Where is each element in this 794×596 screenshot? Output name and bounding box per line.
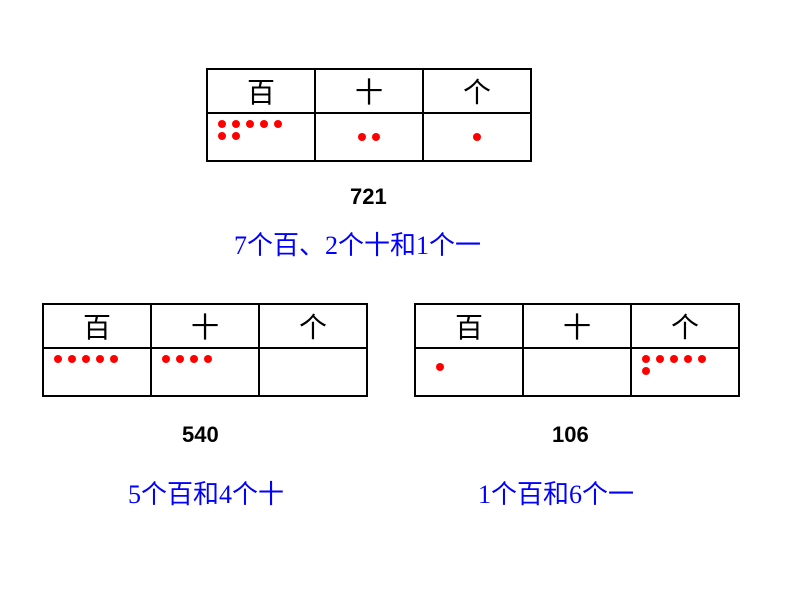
dot [436, 363, 444, 371]
place-header: 个 [423, 69, 531, 113]
place-value-table: 百十个 [414, 303, 740, 397]
description-text: 7个百、2个十和1个一 [234, 225, 481, 262]
dot [358, 133, 366, 141]
dots-cell [315, 113, 423, 161]
dots-cell [43, 348, 151, 396]
number-label: 106 [552, 422, 589, 448]
dots-cell [423, 113, 531, 161]
dots-cell [151, 348, 259, 396]
dot [232, 132, 240, 140]
dots-cell [631, 348, 739, 396]
number-label: 540 [182, 422, 219, 448]
dot [176, 355, 184, 363]
dot [110, 355, 118, 363]
dots-cell [259, 348, 367, 396]
dots-cell [207, 113, 315, 161]
dot [274, 120, 282, 128]
dots-cell [523, 348, 631, 396]
dot [473, 133, 481, 141]
dot [670, 355, 678, 363]
description-text: 1个百和6个一 [478, 474, 634, 511]
dot [246, 120, 254, 128]
place-header: 个 [259, 304, 367, 348]
place-header: 十 [151, 304, 259, 348]
dot [54, 355, 62, 363]
place-header: 百 [43, 304, 151, 348]
dot [684, 355, 692, 363]
dot [82, 355, 90, 363]
place-header: 百 [207, 69, 315, 113]
dot [232, 120, 240, 128]
description-text: 5个百和4个十 [128, 474, 284, 511]
place-header: 十 [523, 304, 631, 348]
place-value-table: 百十个 [42, 303, 368, 397]
dot [218, 120, 226, 128]
dots-cell [415, 348, 523, 396]
dot [642, 355, 650, 363]
dot [642, 367, 650, 375]
dot [190, 355, 198, 363]
place-value-table: 百十个 [206, 68, 532, 162]
dot [656, 355, 664, 363]
dot [204, 355, 212, 363]
place-header: 十 [315, 69, 423, 113]
dot [68, 355, 76, 363]
place-header: 个 [631, 304, 739, 348]
dot [260, 120, 268, 128]
dot [372, 133, 380, 141]
dot [698, 355, 706, 363]
number-label: 721 [350, 184, 387, 210]
dot [96, 355, 104, 363]
dot [162, 355, 170, 363]
place-header: 百 [415, 304, 523, 348]
dot [218, 132, 226, 140]
